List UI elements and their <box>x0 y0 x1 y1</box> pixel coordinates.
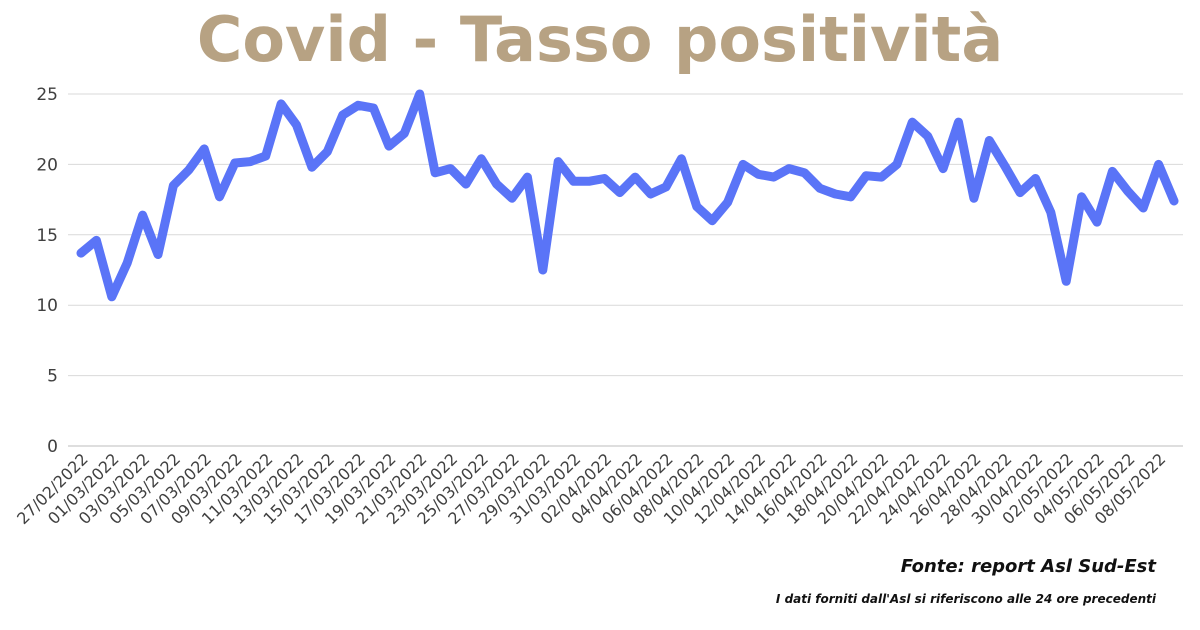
data-point <box>509 195 515 201</box>
data-point <box>294 122 300 128</box>
data-point <box>648 191 654 197</box>
data-point <box>771 174 777 180</box>
data-point <box>909 119 915 125</box>
data-point <box>155 252 161 258</box>
data-point <box>278 101 284 107</box>
data-point <box>586 178 592 184</box>
data-point <box>971 195 977 201</box>
y-tick-label: 5 <box>47 367 58 387</box>
data-point <box>802 170 808 176</box>
data-point <box>463 181 469 187</box>
y-axis-ticks: 0 5 10 15 20 25 <box>36 85 58 457</box>
y-tick-label: 20 <box>36 155 58 175</box>
data-point <box>93 237 99 243</box>
data-point <box>694 204 700 210</box>
data-point <box>324 149 330 155</box>
data-point <box>601 176 607 182</box>
data-point <box>940 166 946 172</box>
y-tick-label: 15 <box>36 226 58 246</box>
data-point <box>725 199 731 205</box>
y-tick-label: 0 <box>47 437 58 457</box>
source-caption: Fonte: report Asl Sud-Est <box>900 556 1156 577</box>
data-point <box>986 138 992 144</box>
data-point <box>1017 190 1023 196</box>
data-point <box>340 112 346 118</box>
data-point <box>925 133 931 139</box>
series-group <box>76 89 1179 302</box>
data-point <box>786 166 792 172</box>
data-point <box>678 156 684 162</box>
data-point <box>879 174 885 180</box>
data-point <box>140 212 146 218</box>
data-point <box>1063 278 1069 284</box>
data-point <box>386 143 392 149</box>
data-point <box>1094 219 1100 225</box>
data-point <box>1033 176 1039 182</box>
data-point <box>632 174 638 180</box>
data-point <box>186 167 192 173</box>
data-note: I dati forniti dall'Asl si riferiscono a… <box>775 592 1156 606</box>
data-point <box>863 173 869 179</box>
data-point <box>740 161 746 167</box>
data-point <box>1156 161 1162 167</box>
data-point <box>109 294 115 300</box>
data-point <box>709 218 715 224</box>
data-point <box>755 171 761 177</box>
data-point <box>617 190 623 196</box>
data-point <box>1171 198 1177 204</box>
data-point <box>832 191 838 197</box>
data-point <box>417 91 423 97</box>
data-point <box>1140 205 1146 211</box>
x-axis-ticks: 27/02/202201/03/202203/03/202205/03/2022… <box>13 449 1169 528</box>
data-point <box>956 119 962 125</box>
data-point <box>1002 163 1008 169</box>
data-point <box>124 260 130 266</box>
data-point <box>432 170 438 176</box>
data-point <box>448 166 454 172</box>
data-point <box>555 159 561 165</box>
data-point <box>894 161 900 167</box>
data-point <box>1048 209 1054 215</box>
data-point <box>540 267 546 273</box>
data-point <box>232 160 238 166</box>
data-point <box>848 194 854 200</box>
data-point <box>571 178 577 184</box>
data-point <box>1079 194 1085 200</box>
data-point <box>817 185 823 191</box>
data-point <box>478 156 484 162</box>
data-point <box>247 159 253 165</box>
data-point <box>663 184 669 190</box>
series-line-0 <box>76 89 1179 302</box>
y-tick-label: 25 <box>36 85 58 105</box>
chart-title: Covid - Tasso positività <box>196 3 1004 76</box>
data-point <box>371 105 377 111</box>
y-tick-label: 10 <box>36 296 58 316</box>
data-point <box>217 194 223 200</box>
data-point <box>263 153 269 159</box>
gridlines <box>68 93 1183 447</box>
data-point <box>78 250 84 256</box>
data-point <box>1125 188 1131 194</box>
data-point <box>355 102 361 108</box>
data-point <box>524 174 530 180</box>
data-point <box>309 164 315 170</box>
data-point <box>494 181 500 187</box>
data-point <box>1109 168 1115 174</box>
data-point <box>170 183 176 189</box>
data-point <box>401 130 407 136</box>
data-point <box>201 146 207 152</box>
